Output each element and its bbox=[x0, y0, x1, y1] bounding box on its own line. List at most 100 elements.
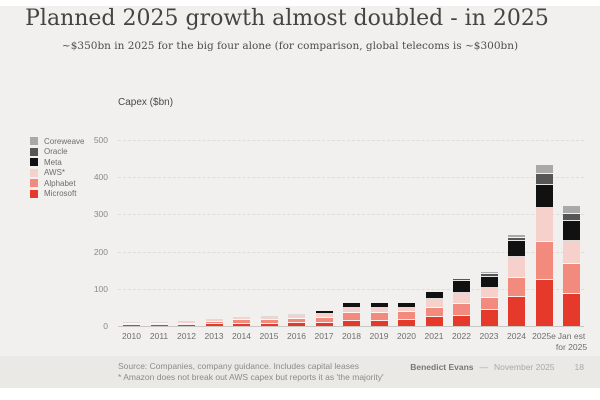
y-tick-200: 200 bbox=[93, 246, 108, 257]
segment-Microsoft-2018 bbox=[343, 321, 360, 326]
segment-AWS-2023 bbox=[480, 288, 498, 299]
legend-item-microsoft: Microsoft bbox=[30, 189, 84, 199]
segment-AWS-2012 bbox=[178, 322, 195, 324]
segment-Meta-Jan est bbox=[563, 221, 580, 241]
x-tick-2010: 2010 bbox=[122, 331, 141, 341]
x-tick-2014: 2014 bbox=[232, 331, 251, 341]
segment-AWS-Jan est bbox=[563, 240, 580, 264]
bar-2018 bbox=[343, 302, 360, 326]
segment-Oracle-2024 bbox=[508, 237, 525, 242]
segment-Oracle-2023 bbox=[480, 273, 498, 277]
segment-Alphabet-2010 bbox=[123, 323, 140, 326]
x-axis-labels: 2010 2011 2012 2013 2014 2015 2016 2017 2018 2019… bbox=[118, 331, 587, 355]
x-tick-Jan est: Jan est for 2025 bbox=[555, 331, 588, 352]
attribution: Benedict Evans — November 2025 18 bbox=[410, 362, 584, 372]
segment-Oracle-Jan est bbox=[563, 214, 580, 222]
segment-Meta-2020 bbox=[398, 302, 415, 309]
segment-Oracle-2022 bbox=[453, 279, 470, 282]
segment-Meta-2024 bbox=[508, 241, 525, 258]
legend-label: Alphabet bbox=[44, 178, 76, 188]
segment-AWS-2021 bbox=[425, 298, 443, 309]
x-tick-2011: 2011 bbox=[149, 331, 169, 341]
legend-swatch-icon bbox=[30, 147, 38, 156]
x-tick-2018: 2018 bbox=[342, 331, 361, 341]
segment-Microsoft-2011 bbox=[150, 325, 168, 326]
gridline-0 bbox=[118, 326, 584, 327]
source-note: Source: Companies, company guidance. Inc… bbox=[118, 361, 384, 384]
source-line-1: Source: Companies, company guidance. Inc… bbox=[118, 361, 359, 371]
x-tick-2023: 2023 bbox=[479, 331, 499, 341]
segment-Microsoft-2010 bbox=[123, 325, 140, 326]
x-tick-2025e: 2025e bbox=[532, 331, 556, 341]
gridline-300 bbox=[118, 214, 584, 216]
legend-item-meta: Meta bbox=[30, 157, 84, 167]
segment-AWS-2016 bbox=[288, 315, 305, 319]
page-subtitle: ~$350bn in 2025 for the big four alone (… bbox=[61, 40, 519, 52]
segment-Oracle-2025e bbox=[535, 173, 553, 186]
segment-Meta-2016 bbox=[288, 313, 305, 316]
segment-Meta-2013 bbox=[205, 319, 223, 321]
segment-Alphabet-2018 bbox=[343, 312, 360, 322]
segment-Microsoft-2019 bbox=[370, 320, 388, 326]
legend-swatch-icon bbox=[30, 168, 38, 177]
segment-Microsoft-2023 bbox=[480, 309, 498, 326]
bar-2015 bbox=[260, 316, 278, 326]
segment-AWS-2018 bbox=[343, 308, 360, 313]
gridline-400 bbox=[118, 177, 584, 179]
page-title: Planned 2025 growth almost doubled - in … bbox=[25, 6, 549, 31]
segment-Alphabet-2015 bbox=[260, 320, 278, 324]
segment-AWS-2010 bbox=[123, 322, 140, 324]
bar-2019 bbox=[370, 302, 388, 326]
y-tick-0: 0 bbox=[103, 321, 108, 331]
segment-Alphabet-2017 bbox=[315, 318, 333, 323]
y-tick-100: 100 bbox=[93, 283, 108, 294]
segment-Microsoft-2012 bbox=[178, 324, 195, 326]
segment-Coreweave-2025e bbox=[535, 164, 553, 174]
segment-Meta-2011 bbox=[150, 321, 168, 323]
segment-Microsoft-Jan est bbox=[563, 293, 580, 326]
segment-AWS-2025e bbox=[535, 207, 553, 243]
legend-item-coreweave: Coreweave bbox=[30, 136, 84, 146]
x-tick-2015: 2015 bbox=[259, 331, 279, 341]
footer-bar: Source: Companies, company guidance. Inc… bbox=[0, 356, 600, 388]
segment-Alphabet-2020 bbox=[398, 312, 415, 320]
legend-label: Oracle bbox=[44, 147, 68, 156]
bar-2016 bbox=[288, 313, 305, 326]
legend-swatch-icon bbox=[30, 179, 38, 187]
segment-AWS-2022 bbox=[453, 292, 470, 305]
bar-2012 bbox=[178, 321, 195, 326]
segment-Alphabet-2019 bbox=[370, 312, 388, 321]
segment-Microsoft-2017 bbox=[315, 322, 333, 326]
legend-item-alphabet: Alphabet bbox=[30, 178, 84, 188]
segment-Microsoft-2021 bbox=[425, 317, 443, 326]
legend-label: Meta bbox=[44, 157, 62, 167]
x-tick-2022: 2022 bbox=[452, 331, 471, 341]
segment-Alphabet-2025e bbox=[535, 242, 553, 281]
segment-AWS-2013 bbox=[205, 320, 223, 322]
bar-2024 bbox=[508, 234, 525, 326]
segment-Microsoft-2014 bbox=[233, 323, 250, 326]
legend-swatch-icon bbox=[30, 189, 38, 198]
segment-Meta-2018 bbox=[343, 302, 360, 309]
bar-2022 bbox=[453, 279, 470, 326]
y-tick-300: 300 bbox=[93, 209, 108, 220]
segment-Microsoft-2024 bbox=[508, 296, 525, 326]
segment-Alphabet-2024 bbox=[508, 278, 525, 297]
segment-Alphabet-2011 bbox=[150, 323, 168, 326]
x-tick-2013: 2013 bbox=[204, 331, 224, 341]
legend-label: Microsoft bbox=[44, 189, 77, 198]
legend-label: AWS* bbox=[44, 168, 66, 177]
bar-2011 bbox=[150, 321, 168, 326]
segment-Meta-2025e bbox=[535, 185, 553, 208]
legend-swatch-icon bbox=[30, 137, 38, 145]
segment-Microsoft-2020 bbox=[398, 319, 415, 326]
segment-Alphabet-Jan est bbox=[563, 263, 580, 294]
bar-2013 bbox=[205, 319, 223, 326]
segment-Alphabet-2016 bbox=[288, 318, 305, 323]
segment-Meta-2015 bbox=[260, 316, 278, 318]
segment-Alphabet-2013 bbox=[205, 321, 223, 325]
segment-Alphabet-2022 bbox=[453, 304, 470, 316]
segment-Meta-2010 bbox=[123, 321, 140, 323]
segment-Alphabet-2023 bbox=[480, 298, 498, 310]
